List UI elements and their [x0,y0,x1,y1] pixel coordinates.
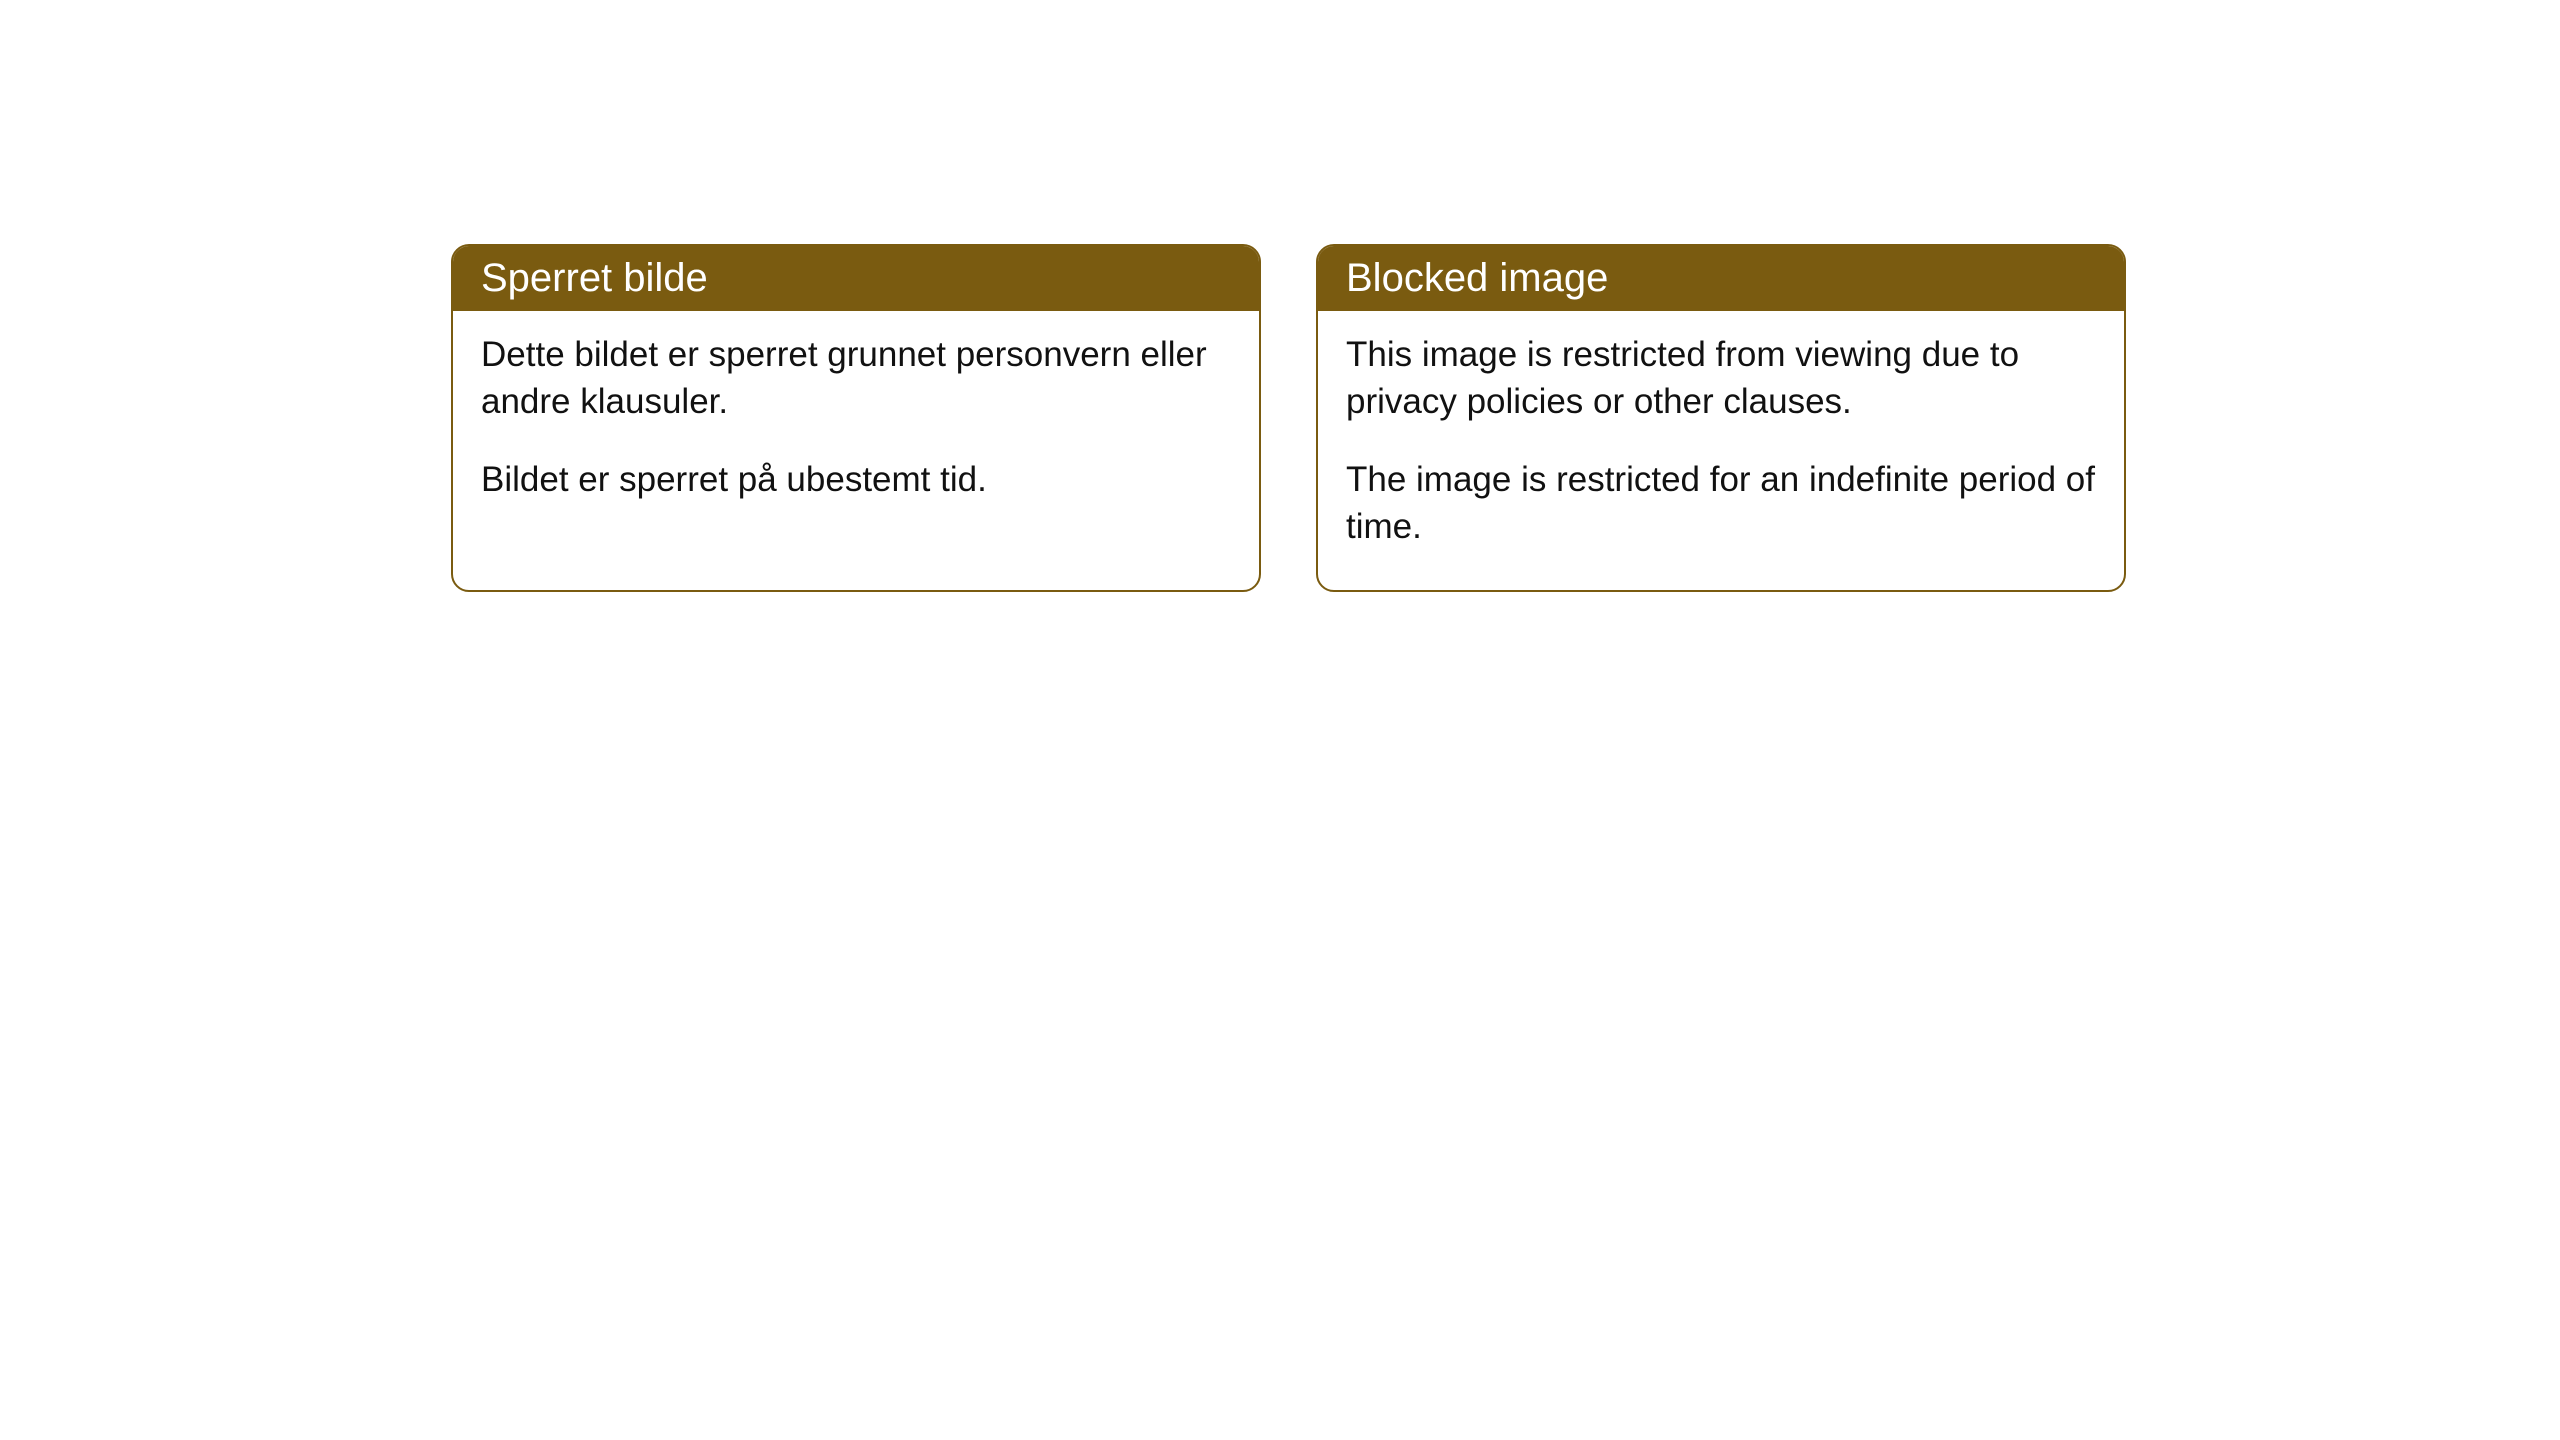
blocked-image-card-en: Blocked image This image is restricted f… [1316,244,2126,592]
card-body-no: Dette bildet er sperret grunnet personve… [453,311,1259,543]
card-header-no: Sperret bilde [453,246,1259,311]
card-paragraph: The image is restricted for an indefinit… [1346,456,2096,551]
card-paragraph: This image is restricted from viewing du… [1346,331,2096,426]
card-paragraph: Dette bildet er sperret grunnet personve… [481,331,1231,426]
card-paragraph: Bildet er sperret på ubestemt tid. [481,456,1231,503]
card-body-en: This image is restricted from viewing du… [1318,311,2124,590]
blocked-image-card-no: Sperret bilde Dette bildet er sperret gr… [451,244,1261,592]
cards-container: Sperret bilde Dette bildet er sperret gr… [451,244,2126,592]
card-header-en: Blocked image [1318,246,2124,311]
